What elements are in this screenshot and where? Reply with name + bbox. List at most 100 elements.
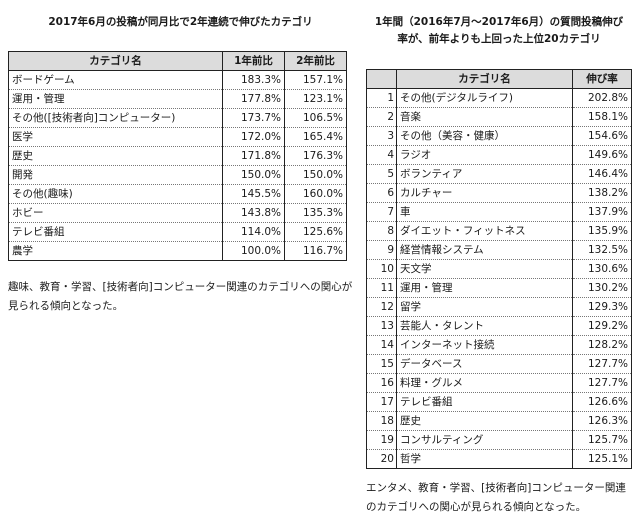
two-year-cell: 157.1% (284, 70, 347, 90)
right-table-body: 1 その他(デジタルライフ) 202.8% 2 音楽 158.1% 3 その他（美容・健康） 1… (366, 88, 632, 469)
table-header-row: カテゴリ名 1年前比 2年前比 (8, 51, 347, 71)
two-year-cell: 125.6% (284, 222, 347, 242)
two-year-growth-panel: 2017年6月の投稿が同月比で2年連続で伸びたカテゴリ カテゴリ名 1年前比 2… (8, 14, 353, 316)
table-row: その他(趣味) 145.5% 160.0% (8, 184, 347, 204)
table-row: 16 料理・グルメ 127.7% (366, 373, 632, 393)
two-year-cell: 150.0% (284, 165, 347, 185)
category-cell: 留学 (396, 297, 573, 317)
two-year-cell: 135.3% (284, 203, 347, 223)
category-cell: テレビ番組 (396, 392, 573, 412)
header-category: カテゴリ名 (8, 51, 223, 71)
rate-cell: 128.2% (572, 335, 632, 355)
rank-cell: 7 (366, 202, 397, 222)
category-cell: ラジオ (396, 145, 573, 165)
header-two-year: 2年前比 (284, 51, 347, 71)
one-year-cell: 150.0% (222, 165, 285, 185)
table-row: 7 車 137.9% (366, 202, 632, 222)
rank-cell: 2 (366, 107, 397, 127)
one-year-cell: 173.7% (222, 108, 285, 128)
left-table-title: 2017年6月の投稿が同月比で2年連続で伸びたカテゴリ (48, 16, 313, 28)
table-row: 17 テレビ番組 126.6% (366, 392, 632, 412)
category-cell: 農学 (8, 241, 223, 261)
category-cell: 車 (396, 202, 573, 222)
table-row: ボードゲーム 183.3% 157.1% (8, 70, 347, 90)
rate-cell: 127.7% (572, 354, 632, 374)
two-year-cell: 116.7% (284, 241, 347, 261)
table-row: 20 哲学 125.1% (366, 449, 632, 469)
table-row: 15 データベース 127.7% (366, 354, 632, 374)
category-cell: 運用・管理 (8, 89, 223, 109)
table-row: 8 ダイエット・フィットネス 135.9% (366, 221, 632, 241)
category-cell: 料理・グルメ (396, 373, 573, 393)
rate-cell: 154.6% (572, 126, 632, 146)
header-one-year: 1年前比 (222, 51, 285, 71)
table-row: 9 経営情報システム 132.5% (366, 240, 632, 260)
category-cell: カルチャー (396, 183, 573, 203)
category-cell: コンサルティング (396, 430, 573, 450)
category-cell: データベース (396, 354, 573, 374)
category-cell: 芸能人・タレント (396, 316, 573, 336)
left-table-body: ボードゲーム 183.3% 157.1% 運用・管理 177.8% 123.1% その他([… (8, 70, 347, 261)
right-note: エンタメ、教育・学習、[技術者向]コンピューター関連のカテゴリへの関心が見られる… (366, 482, 626, 513)
rank-cell: 16 (366, 373, 397, 393)
two-year-cell: 160.0% (284, 184, 347, 204)
category-cell: 歴史 (8, 146, 223, 166)
one-year-cell: 171.8% (222, 146, 285, 166)
rank-cell: 20 (366, 449, 397, 469)
table-row: ホビー 143.8% 135.3% (8, 203, 347, 223)
category-cell: その他([技術者向]コンピューター) (8, 108, 223, 128)
category-cell: 哲学 (396, 449, 573, 469)
category-cell: 音楽 (396, 107, 573, 127)
two-year-cell: 123.1% (284, 89, 347, 109)
category-cell: その他(趣味) (8, 184, 223, 204)
category-cell: 天文学 (396, 259, 573, 279)
table-row: 5 ボランティア 146.4% (366, 164, 632, 184)
category-cell: ダイエット・フィットネス (396, 221, 573, 241)
rank-cell: 11 (366, 278, 397, 298)
rank-cell: 5 (366, 164, 397, 184)
table-row: 10 天文学 130.6% (366, 259, 632, 279)
category-cell: インターネット接続 (396, 335, 573, 355)
left-note: 趣味、教育・学習、[技術者向]コンピューター関連のカテゴリへの関心が見られる傾向… (8, 281, 353, 312)
category-cell: 運用・管理 (396, 278, 573, 298)
category-cell: 医学 (8, 127, 223, 147)
rank-cell: 9 (366, 240, 397, 260)
table-row: 6 カルチャー 138.2% (366, 183, 632, 203)
category-cell: ボランティア (396, 164, 573, 184)
rank-cell: 17 (366, 392, 397, 412)
table-row: 13 芸能人・タレント 129.2% (366, 316, 632, 336)
rate-cell: 126.6% (572, 392, 632, 412)
category-cell: 歴史 (396, 411, 573, 431)
table-row: 3 その他（美容・健康） 154.6% (366, 126, 632, 146)
category-cell: ホビー (8, 203, 223, 223)
rate-cell: 130.6% (572, 259, 632, 279)
table-header-row: カテゴリ名 伸び率 (366, 69, 632, 89)
category-cell: 経営情報システム (396, 240, 573, 260)
rank-cell: 19 (366, 430, 397, 450)
table-row: テレビ番組 114.0% 125.6% (8, 222, 347, 242)
header-rank (366, 69, 397, 89)
table-row: 12 留学 129.3% (366, 297, 632, 317)
rate-cell: 132.5% (572, 240, 632, 260)
rate-cell: 129.2% (572, 316, 632, 336)
rate-cell: 149.6% (572, 145, 632, 165)
table-row: 医学 172.0% 165.4% (8, 127, 347, 147)
right-title-line1: 1年間（2016年7月～2017年6月）の質問投稿伸び (374, 16, 624, 28)
two-year-growth-table: カテゴリ名 1年前比 2年前比 ボードゲーム 183.3% 157.1% 運用・管理 1… (8, 51, 347, 261)
category-cell: その他（美容・健康） (396, 126, 573, 146)
rank-cell: 13 (366, 316, 397, 336)
table-row: 14 インターネット接続 128.2% (366, 335, 632, 355)
rate-cell: 138.2% (572, 183, 632, 203)
two-year-cell: 165.4% (284, 127, 347, 147)
one-year-cell: 177.8% (222, 89, 285, 109)
rate-cell: 158.1% (572, 107, 632, 127)
rank-cell: 15 (366, 354, 397, 374)
one-year-cell: 183.3% (222, 70, 285, 90)
one-year-cell: 145.5% (222, 184, 285, 204)
rate-cell: 125.7% (572, 430, 632, 450)
top20-growth-table: カテゴリ名 伸び率 1 その他(デジタルライフ) 202.8% 2 音楽 158.1% 3 そ… (366, 69, 632, 469)
table-row: 2 音楽 158.1% (366, 107, 632, 127)
category-cell: 開発 (8, 165, 223, 185)
table-row: 4 ラジオ 149.6% (366, 145, 632, 165)
rate-cell: 202.8% (572, 88, 632, 108)
